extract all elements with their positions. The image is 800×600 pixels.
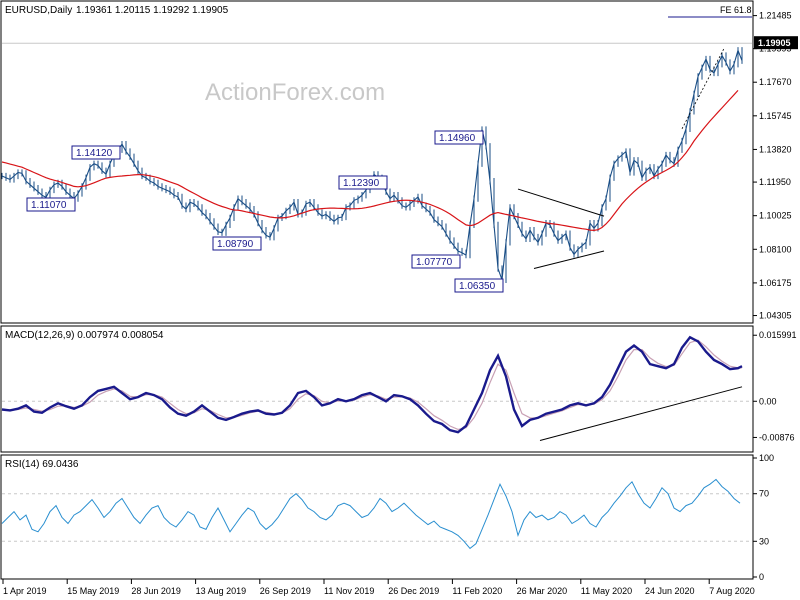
price-y-tick-label: 1.10025 bbox=[759, 211, 792, 221]
rsi-y-tick-label: 100 bbox=[759, 453, 774, 463]
x-tick-label: 26 Mar 2020 bbox=[517, 586, 568, 596]
rsi-y-tick-label: 0 bbox=[759, 572, 764, 582]
price-y-axis: 1.214851.195951.176701.157451.138201.119… bbox=[753, 11, 798, 321]
macd-layer: 0.015991 0.00 -0.00876 bbox=[1, 330, 797, 442]
price-series bbox=[1, 16, 752, 283]
price-title: EURUSD,Daily bbox=[5, 5, 72, 16]
rsi-title: RSI(14) 69.0436 bbox=[5, 459, 79, 470]
x-tick-label: 11 Feb 2020 bbox=[452, 586, 502, 596]
swing-point-label-box bbox=[71, 145, 121, 160]
swing-point-label-box bbox=[411, 254, 461, 269]
swing-point-label: 1.06350 bbox=[459, 281, 496, 292]
rsi-panel bbox=[0, 454, 754, 580]
rsi-y-tick-label: 30 bbox=[759, 536, 769, 546]
rsi-y-tick-label: 70 bbox=[759, 489, 769, 499]
x-tick-label: 28 Jun 2019 bbox=[131, 586, 181, 596]
triangle-upper-line bbox=[517, 188, 605, 217]
watermark: ActionForex.com bbox=[205, 79, 385, 106]
price-y-tick-label: 1.13820 bbox=[759, 144, 792, 154]
swing-point-label-box bbox=[26, 197, 76, 212]
swing-point-label-box bbox=[338, 175, 388, 190]
current-price-label: 1.19905 bbox=[758, 38, 791, 48]
macd-line bbox=[1, 335, 743, 434]
price-y-tick-label: 1.17670 bbox=[759, 77, 792, 87]
price-y-tick-label: 1.04305 bbox=[759, 311, 792, 321]
rsi-layer: 100 70 30 0 bbox=[1, 453, 774, 582]
x-axis: 1 Apr 2019 15 May 2019 28 Jun 2019 13 Aug 2… bbox=[2, 579, 755, 596]
price-ohlc: 1.19361 1.20115 1.19292 1.19905 bbox=[76, 5, 229, 16]
fe-label: FE 61.8 bbox=[720, 5, 752, 15]
fe-projection-line bbox=[681, 48, 725, 130]
swing-point-label: 1.11070 bbox=[31, 200, 67, 211]
swing-point-label: 1.14120 bbox=[76, 148, 113, 159]
x-tick-label: 24 Jun 2020 bbox=[645, 586, 695, 596]
swing-point-label: 1.08790 bbox=[217, 239, 254, 250]
x-tick-label: 7 Aug 2020 bbox=[709, 586, 755, 596]
price-annotations: 1.14120 1.11070 1.08790 1.12390 1.14960 1.077… bbox=[26, 5, 752, 293]
current-price-tag bbox=[754, 36, 798, 50]
macd-y-tick-label: -0.00876 bbox=[759, 432, 795, 442]
price-y-tick-label: 1.06175 bbox=[759, 278, 792, 288]
x-tick-label: 13 Aug 2019 bbox=[196, 586, 247, 596]
swing-point-label: 1.14960 bbox=[439, 133, 476, 144]
x-tick-label: 1 Apr 2019 bbox=[3, 586, 47, 596]
price-y-tick-label: 1.21485 bbox=[759, 11, 792, 21]
rsi-line bbox=[1, 478, 741, 550]
swing-point-label-box bbox=[454, 278, 504, 293]
price-y-tick-label: 1.08100 bbox=[759, 244, 792, 254]
moving-average-line bbox=[1, 89, 739, 232]
x-tick-label: 15 May 2019 bbox=[67, 586, 119, 596]
macd-title: MACD(12,26,9) 0.007974 0.008054 bbox=[5, 330, 164, 341]
macd-y-tick-label: 0.00 bbox=[759, 396, 777, 406]
price-y-tick-label: 1.11950 bbox=[759, 177, 791, 187]
x-tick-label: 11 May 2020 bbox=[581, 586, 632, 596]
x-tick-label: 11 Nov 2019 bbox=[324, 586, 374, 596]
x-tick-label: 26 Sep 2019 bbox=[260, 586, 311, 596]
price-y-tick-label: 1.15745 bbox=[759, 111, 792, 121]
x-tick-label: 26 Dec 2019 bbox=[388, 586, 439, 596]
swing-point-label: 1.12390 bbox=[343, 178, 380, 189]
macd-panel bbox=[0, 325, 754, 453]
triangle-lower-line bbox=[533, 250, 605, 269]
swing-point-label-box bbox=[434, 130, 484, 145]
swing-point-label-box bbox=[212, 236, 262, 251]
macd-y-tick-label: 0.015991 bbox=[759, 330, 797, 340]
swing-point-label: 1.07770 bbox=[416, 257, 453, 268]
macd-trendline bbox=[539, 386, 743, 441]
